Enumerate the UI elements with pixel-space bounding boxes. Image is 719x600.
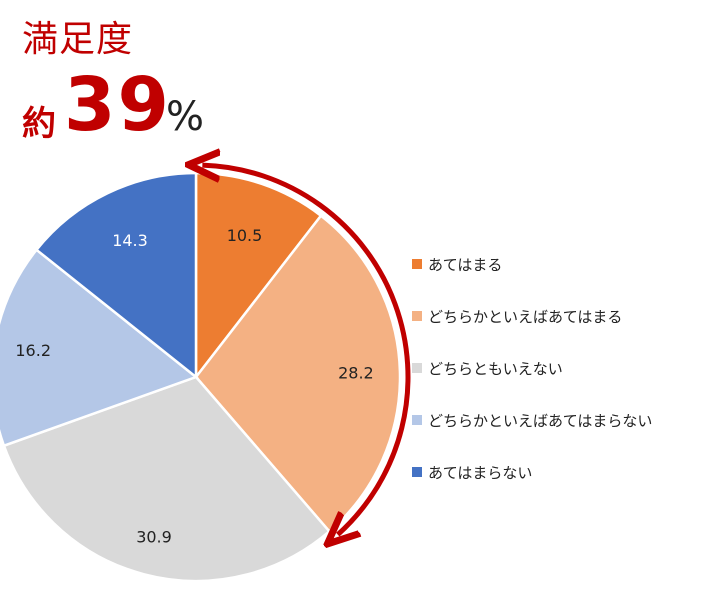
slice-label-2: 28.2 <box>338 364 374 383</box>
legend-label: どちらかといえばあてはまる <box>428 307 623 326</box>
legend-label: どちらともいえない <box>428 359 563 378</box>
annotation-arc-arrow <box>202 165 411 535</box>
legend-label: あてはまる <box>428 255 503 274</box>
pie-slice-4 <box>0 248 199 448</box>
legend-swatch <box>412 363 422 373</box>
pie-slice-5 <box>34 171 198 380</box>
legend-swatch <box>412 259 422 269</box>
page-title: 満足度 <box>22 19 134 60</box>
legend-swatch <box>412 415 422 425</box>
slice-label-1: 10.5 <box>227 226 263 245</box>
legend-item-5: あてはまらない <box>412 461 532 483</box>
legend-label: あてはまらない <box>428 463 533 482</box>
slice-label-4: 16.2 <box>15 341 51 360</box>
legend-item-2: どちらかといえばあてはまる <box>412 305 622 327</box>
headline-prefix: 約 <box>22 104 56 144</box>
legend-item-4: どちらかといえばあてはまらない <box>412 409 652 431</box>
legend-item-1: あてはまる <box>412 253 502 275</box>
headline-unit: % <box>166 94 205 140</box>
slice-label-3: 30.9 <box>136 528 172 547</box>
headline-value: 39 <box>64 62 171 148</box>
legend-swatch <box>412 467 422 477</box>
legend-swatch <box>412 311 422 321</box>
legend-label: どちらかといえばあてはまらない <box>428 411 653 430</box>
legend-item-3: どちらともいえない <box>412 357 563 379</box>
slice-label-5: 14.3 <box>112 231 148 250</box>
